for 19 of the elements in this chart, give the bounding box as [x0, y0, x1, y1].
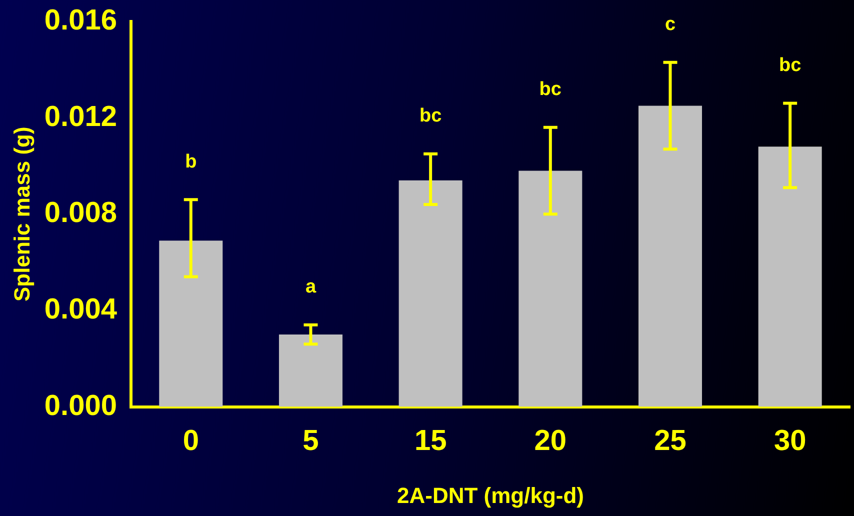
y-axis-title: Splenic mass (g) [9, 126, 34, 302]
annotation: bc [778, 55, 802, 76]
annotation: bc [419, 106, 442, 127]
y-tick-label: 0.012 [44, 100, 117, 133]
annotation: a [305, 276, 316, 298]
y-tick-label: 0.016 [44, 4, 117, 36]
y-tick-label: 0.008 [44, 197, 117, 230]
x-axis-title: 2A-DNT (mg/kg-d) [396, 482, 584, 508]
x-tick-label: 15 [414, 425, 447, 458]
annotation: c [664, 14, 676, 36]
x-tick-label: 30 [774, 425, 806, 458]
x-tick-label: 0 [182, 425, 199, 458]
x-tick-label: 25 [654, 425, 686, 458]
x-tick-label: 5 [302, 425, 319, 458]
annotation: b [185, 151, 197, 172]
y-tick-label: 0.004 [44, 293, 117, 326]
y-tick-label: 0.000 [44, 390, 117, 422]
annotation: bc [539, 79, 562, 100]
x-tick-label: 20 [534, 425, 567, 458]
